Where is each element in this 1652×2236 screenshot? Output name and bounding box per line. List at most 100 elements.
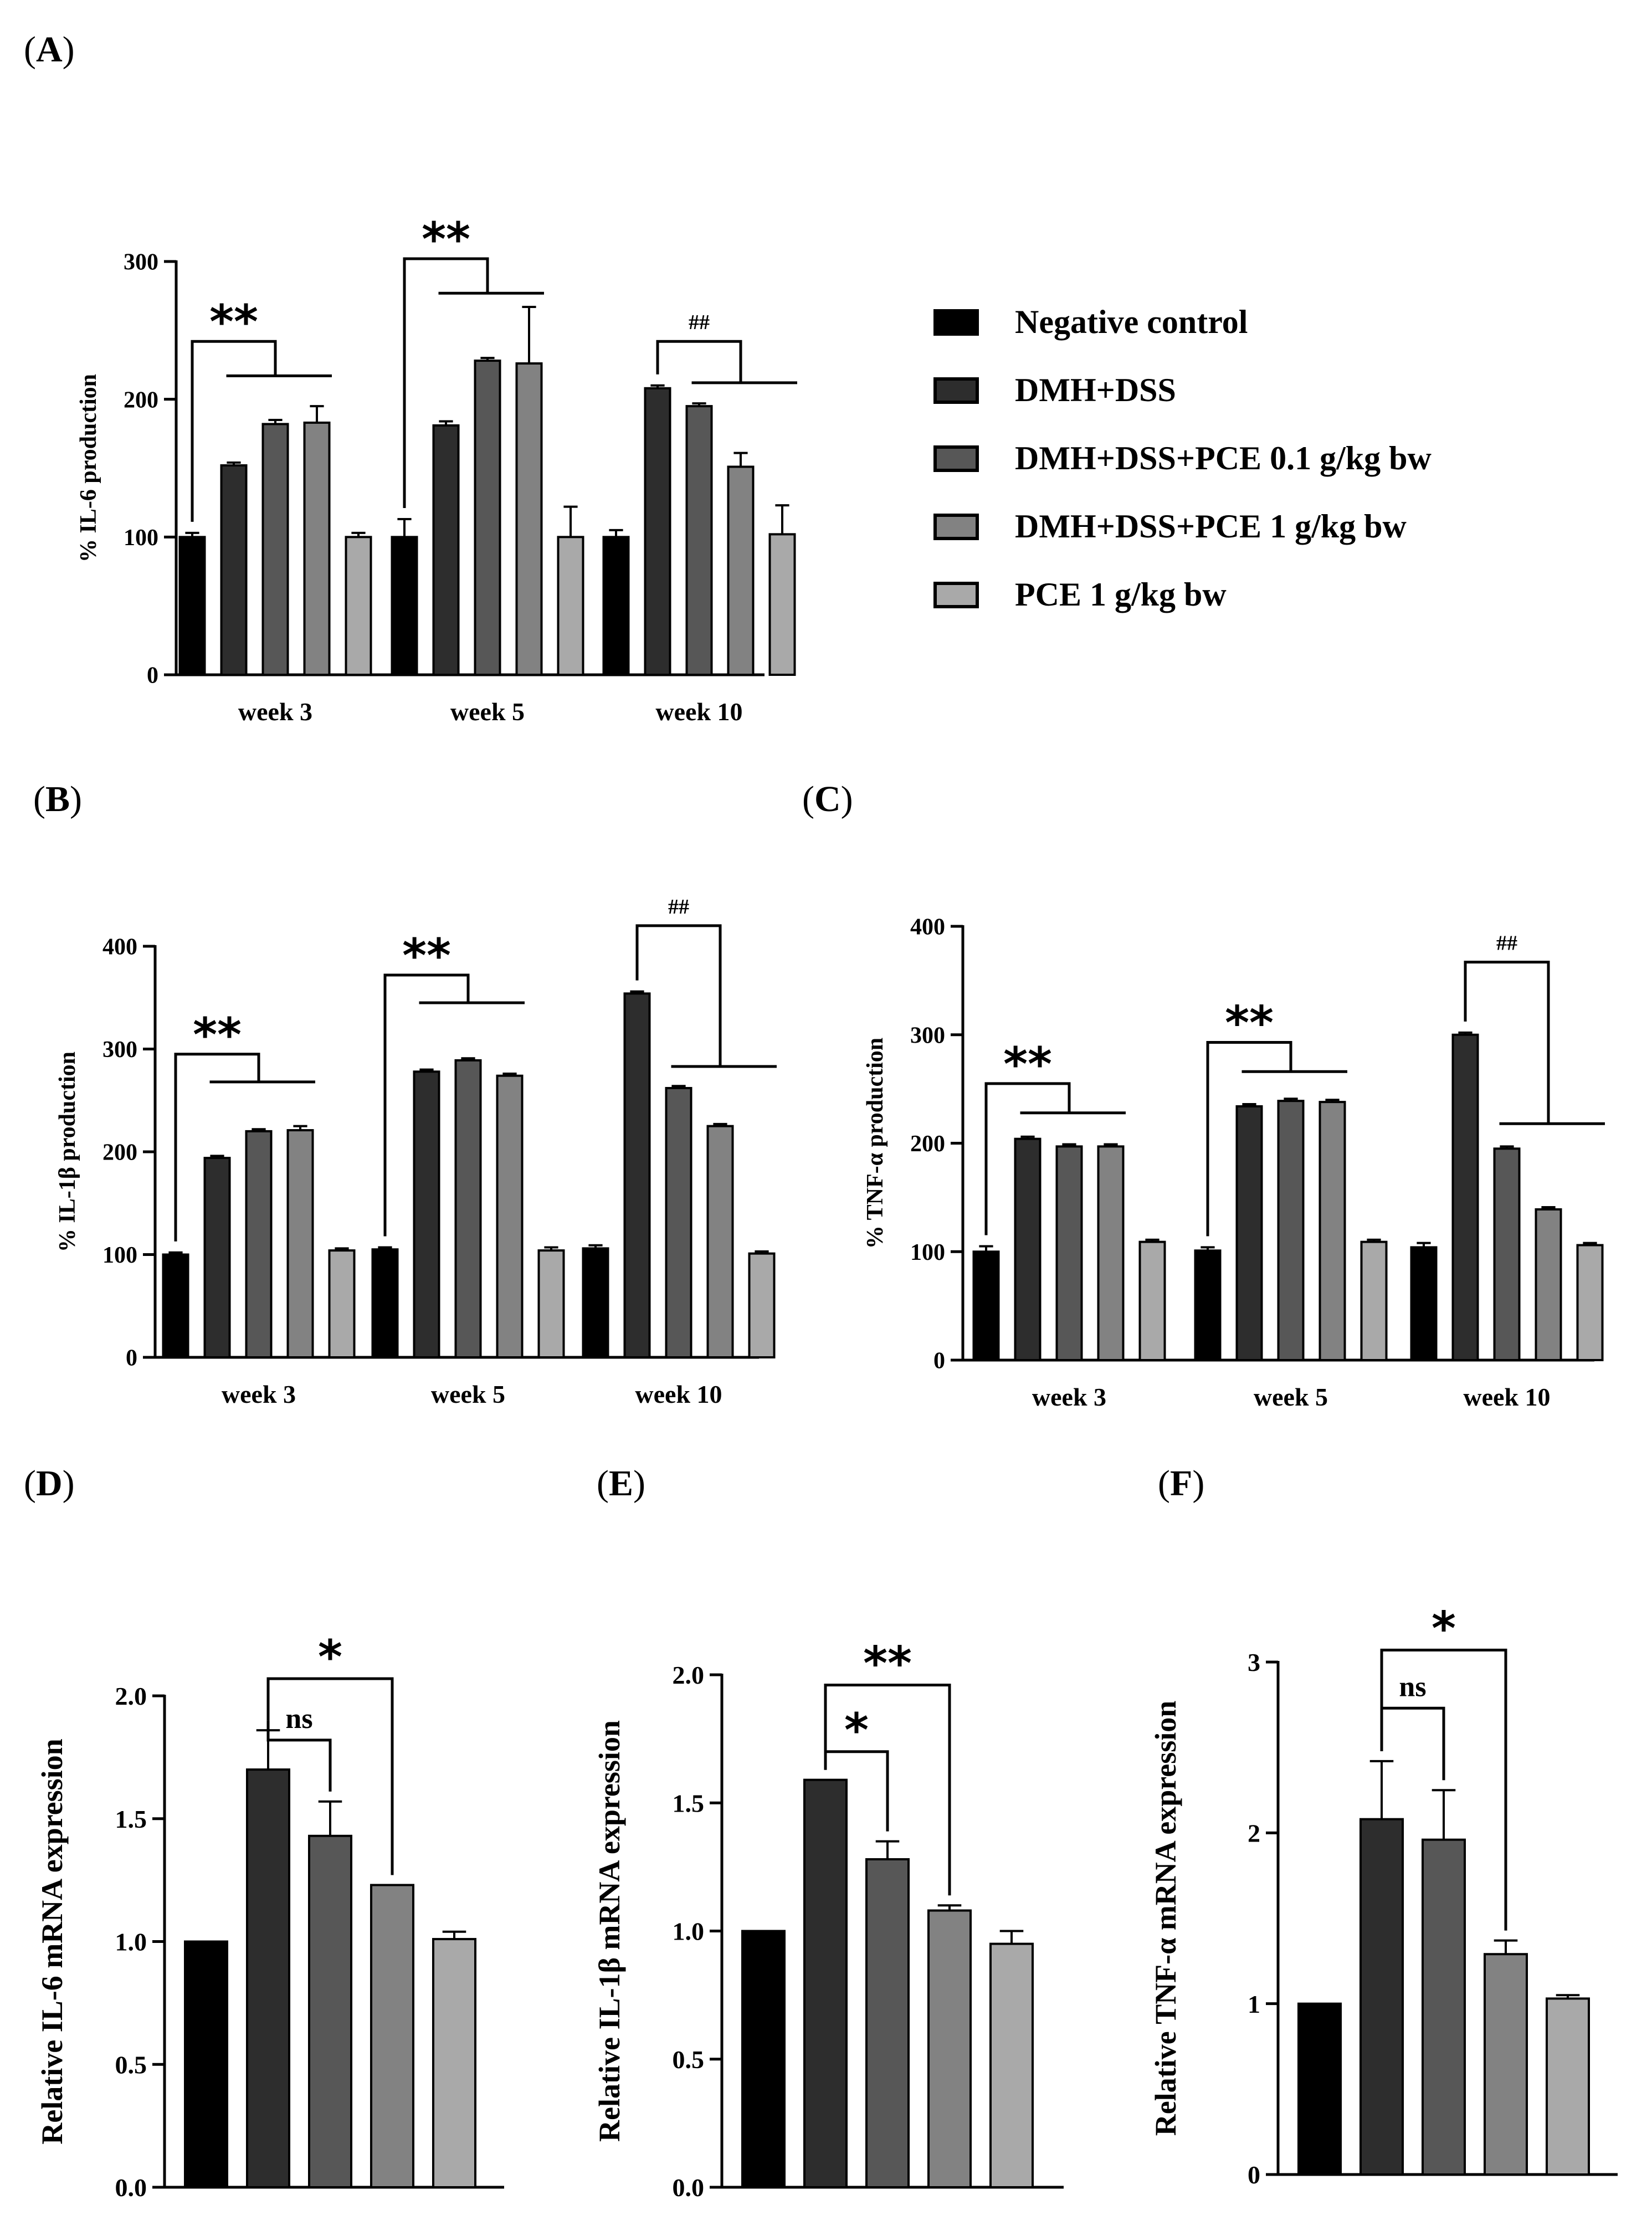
y-tick-label: 2.0	[115, 1682, 147, 1710]
bar	[1451, 1033, 1479, 1361]
y-tick-label: 1.5	[673, 1789, 705, 1817]
legend-swatch	[933, 445, 979, 472]
bar	[1097, 1145, 1125, 1362]
bar	[308, 1834, 352, 2188]
y-tick-label: 400	[102, 935, 137, 960]
significance-stars: **	[863, 1637, 912, 1691]
bar	[1194, 1249, 1222, 1361]
bar	[371, 1248, 399, 1359]
y-tick-label: 0.0	[673, 2173, 705, 2202]
bar	[557, 536, 584, 676]
panel-label-d: (D)	[24, 1463, 75, 1504]
legend-swatch	[933, 513, 979, 540]
x-tick-label: week 10	[1463, 1383, 1550, 1411]
significance-bracket	[984, 1082, 1071, 1235]
x-tick-label: week 3	[222, 1380, 296, 1408]
bar	[496, 1074, 524, 1358]
significance-bracket	[191, 340, 277, 522]
panel-label-f: (F)	[1158, 1463, 1205, 1504]
y-tick-label: 2.0	[673, 1661, 705, 1689]
significance-bracket	[1464, 961, 1550, 1124]
x-tick-label: week 10	[635, 1380, 722, 1408]
bar	[537, 1249, 565, 1359]
bar	[203, 1157, 231, 1358]
panel-label-e: (E)	[597, 1463, 645, 1504]
significance-stars: **	[209, 295, 258, 349]
bar	[1297, 2002, 1342, 2176]
bar	[184, 1940, 228, 2188]
legend-label: PCE 1 g/kg bw	[1015, 576, 1227, 613]
legend-item: DMH+DSS	[933, 356, 1432, 424]
y-tick-label: 100	[102, 1243, 137, 1268]
significance-hash: ##	[668, 895, 689, 919]
bar	[623, 992, 651, 1358]
y-tick-label: 0	[147, 663, 158, 689]
significance-bracket	[1380, 1706, 1445, 1781]
bar	[246, 1768, 290, 2189]
bar	[741, 1930, 786, 2188]
y-tick-label: 0	[933, 1348, 945, 1374]
y-tick-label: 400	[910, 915, 945, 940]
y-tick-label: 1	[1248, 1990, 1260, 2018]
y-tick-label: 1.5	[115, 1805, 147, 1833]
bar	[1359, 1818, 1404, 2176]
x-tick-label: week 5	[431, 1380, 505, 1408]
chart-b: 0 100 200 300 400 % IL-1β production week 3 wee…	[55, 895, 777, 1408]
x-tick-label: week 5	[450, 698, 525, 726]
significance-bracket	[656, 340, 742, 383]
y-tick-label: 200	[124, 387, 158, 413]
significance-hash: ##	[689, 311, 710, 334]
significance-bracket	[824, 1684, 951, 1896]
chart-d: 0.0 0.5 1.0 1.5 2.0 Relative IL-6 mRNA expres…	[35, 1630, 504, 2202]
legend-item: DMH+DSS+PCE 1 g/kg bw	[933, 493, 1432, 561]
legend-label: DMH+DSS	[1015, 372, 1176, 408]
bar	[665, 1086, 692, 1358]
bar	[1484, 1953, 1528, 2176]
significance-ns: ns	[1399, 1671, 1426, 1702]
bar	[1318, 1101, 1346, 1361]
significance-stars: *	[844, 1703, 869, 1757]
significance-bracket	[1380, 1648, 1507, 1931]
bar	[178, 536, 206, 676]
bar	[865, 1858, 910, 2188]
y-tick-label: 200	[102, 1140, 137, 1166]
bar	[768, 533, 796, 676]
y-tick-label: 0.5	[115, 2050, 147, 2079]
chart-f: 0 1 2 3 Relative TNF-α mRNA expression ns*	[1149, 1601, 1618, 2189]
y-tick-label: 100	[124, 525, 158, 551]
bar	[432, 1938, 476, 2188]
bar	[370, 1884, 414, 2189]
significance-stars: **	[193, 1008, 242, 1062]
legend-item: Negative control	[933, 288, 1432, 356]
y-tick-label: 300	[910, 1023, 945, 1048]
significance-bracket	[174, 1053, 260, 1242]
significance-hash: ##	[1496, 932, 1517, 955]
bar	[1014, 1137, 1042, 1361]
bar	[1277, 1100, 1305, 1361]
y-tick-label: 0.5	[673, 2045, 705, 2074]
y-tick-label: 100	[910, 1240, 945, 1265]
bar	[727, 465, 755, 676]
bar	[162, 1253, 189, 1358]
bar	[391, 536, 418, 676]
y-tick-label: 3	[1248, 1648, 1260, 1676]
significance-stars: **	[1003, 1037, 1052, 1091]
legend-swatch	[933, 377, 979, 404]
bar	[345, 536, 372, 676]
significance-ns: ns	[285, 1703, 312, 1735]
significance-bracket	[266, 1720, 332, 1792]
chart-legend: Negative control DMH+DSS DMH+DSS+PCE 0.1…	[933, 288, 1432, 629]
y-tick-label: 1.0	[115, 1928, 147, 1956]
bar	[454, 1059, 482, 1358]
significance-stars: **	[402, 929, 451, 983]
bar	[1235, 1105, 1263, 1361]
y-tick-label: 300	[102, 1037, 137, 1063]
significance-bracket	[266, 1677, 394, 1875]
bar	[286, 1129, 314, 1359]
y-axis-label: Relative TNF-α mRNA expression	[1149, 1701, 1182, 2136]
bar	[303, 421, 331, 676]
bar	[1576, 1244, 1604, 1361]
bar	[245, 1130, 273, 1359]
legend-label: DMH+DSS+PCE 0.1 g/kg bw	[1015, 440, 1432, 476]
y-tick-label: 0	[1248, 2161, 1260, 2189]
